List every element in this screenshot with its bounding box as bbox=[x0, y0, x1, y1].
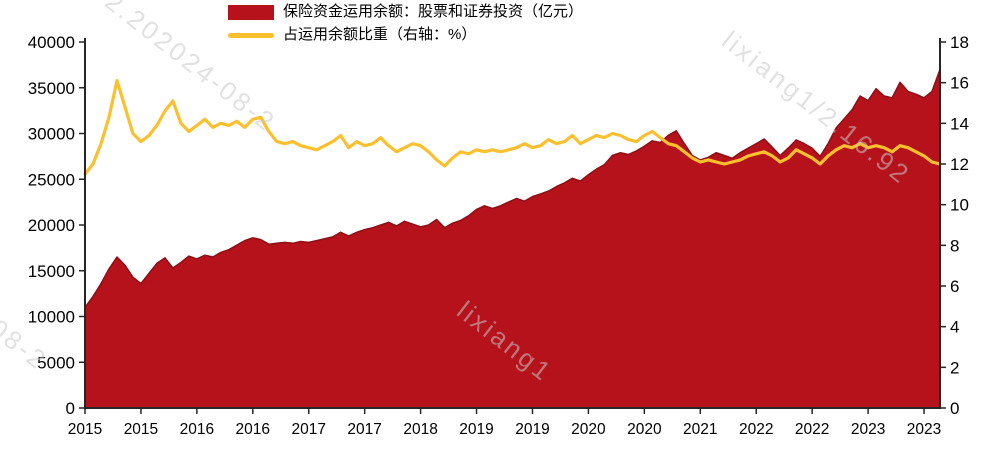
svg-text:14: 14 bbox=[950, 114, 969, 133]
svg-text:40000: 40000 bbox=[28, 33, 75, 52]
svg-text:2019: 2019 bbox=[515, 421, 549, 438]
svg-text:15000: 15000 bbox=[28, 262, 75, 281]
svg-text:2016: 2016 bbox=[180, 421, 214, 438]
svg-text:2017: 2017 bbox=[291, 421, 325, 438]
legend-label-ratio: 占运用余额比重（右轴：%） bbox=[283, 26, 477, 43]
svg-text:2023: 2023 bbox=[907, 421, 941, 438]
svg-text:20000: 20000 bbox=[28, 216, 75, 235]
svg-text:4: 4 bbox=[950, 318, 959, 337]
legend: 保险资金运用余额：股票和证券投资（亿元） 占运用余额比重（右轴：%） bbox=[228, 3, 583, 44]
svg-text:10000: 10000 bbox=[28, 308, 75, 327]
svg-text:2022: 2022 bbox=[739, 421, 773, 438]
legend-item-balance: 保险资金运用余额：股票和证券投资（亿元） bbox=[228, 3, 583, 21]
svg-text:5000: 5000 bbox=[37, 353, 75, 372]
svg-text:0: 0 bbox=[950, 399, 959, 418]
svg-text:30000: 30000 bbox=[28, 125, 75, 144]
svg-text:2016: 2016 bbox=[236, 421, 270, 438]
svg-text:2022: 2022 bbox=[795, 421, 829, 438]
svg-text:10: 10 bbox=[950, 196, 969, 215]
svg-text:2021: 2021 bbox=[683, 421, 717, 438]
svg-text:2019: 2019 bbox=[459, 421, 493, 438]
svg-text:18: 18 bbox=[950, 33, 969, 52]
svg-text:2: 2 bbox=[950, 358, 959, 377]
legend-item-ratio: 占运用余额比重（右轴：%） bbox=[228, 26, 583, 44]
svg-text:2020: 2020 bbox=[627, 421, 662, 438]
svg-text:2023: 2023 bbox=[851, 421, 885, 438]
svg-text:2017: 2017 bbox=[347, 421, 381, 438]
svg-text:2015: 2015 bbox=[68, 421, 102, 438]
svg-text:2015: 2015 bbox=[124, 421, 158, 438]
svg-text:2020: 2020 bbox=[571, 421, 606, 438]
legend-area-swatch bbox=[228, 4, 274, 20]
legend-line-swatch bbox=[228, 32, 274, 38]
svg-text:0: 0 bbox=[66, 399, 75, 418]
svg-text:2018: 2018 bbox=[403, 421, 437, 438]
legend-label-balance: 保险资金运用余额：股票和证券投资（亿元） bbox=[283, 3, 584, 20]
svg-text:35000: 35000 bbox=[28, 79, 75, 98]
svg-text:8: 8 bbox=[950, 236, 959, 255]
svg-text:16: 16 bbox=[950, 74, 969, 93]
svg-text:25000: 25000 bbox=[28, 170, 75, 189]
svg-text:6: 6 bbox=[950, 277, 959, 296]
svg-text:12: 12 bbox=[950, 155, 969, 174]
